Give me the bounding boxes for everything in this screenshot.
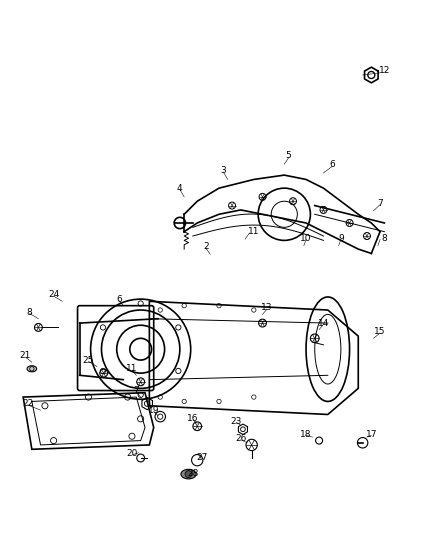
Text: 25: 25 <box>83 356 94 365</box>
Ellipse shape <box>27 366 37 372</box>
Text: 5: 5 <box>286 151 292 160</box>
Text: 13: 13 <box>261 303 272 312</box>
Text: 15: 15 <box>374 327 386 336</box>
Text: 11: 11 <box>248 227 260 236</box>
Text: 14: 14 <box>318 319 329 328</box>
Text: 4: 4 <box>177 184 183 192</box>
Text: 16: 16 <box>187 414 199 423</box>
Text: 11: 11 <box>126 364 138 373</box>
Ellipse shape <box>181 470 196 479</box>
Circle shape <box>185 471 192 478</box>
Text: 21: 21 <box>20 351 31 360</box>
Text: 9: 9 <box>338 233 344 243</box>
Text: 3: 3 <box>220 166 226 175</box>
Text: 6: 6 <box>329 160 335 169</box>
Text: 17: 17 <box>366 430 377 439</box>
Text: 19: 19 <box>148 406 159 415</box>
Text: 10: 10 <box>300 233 312 243</box>
Text: 8: 8 <box>27 308 32 317</box>
Text: 6: 6 <box>116 295 122 304</box>
Text: 27: 27 <box>196 454 207 463</box>
Text: 2: 2 <box>203 243 209 252</box>
Text: 24: 24 <box>48 290 59 300</box>
Text: 8: 8 <box>381 233 387 243</box>
Text: 18: 18 <box>300 430 312 439</box>
Text: 20: 20 <box>126 449 138 458</box>
Text: 22: 22 <box>22 399 33 408</box>
Text: 7: 7 <box>377 199 383 208</box>
Text: 7: 7 <box>134 386 139 395</box>
Text: 26: 26 <box>235 434 247 443</box>
Text: 12: 12 <box>379 66 390 75</box>
Text: 28: 28 <box>187 469 198 478</box>
Text: 23: 23 <box>231 416 242 425</box>
